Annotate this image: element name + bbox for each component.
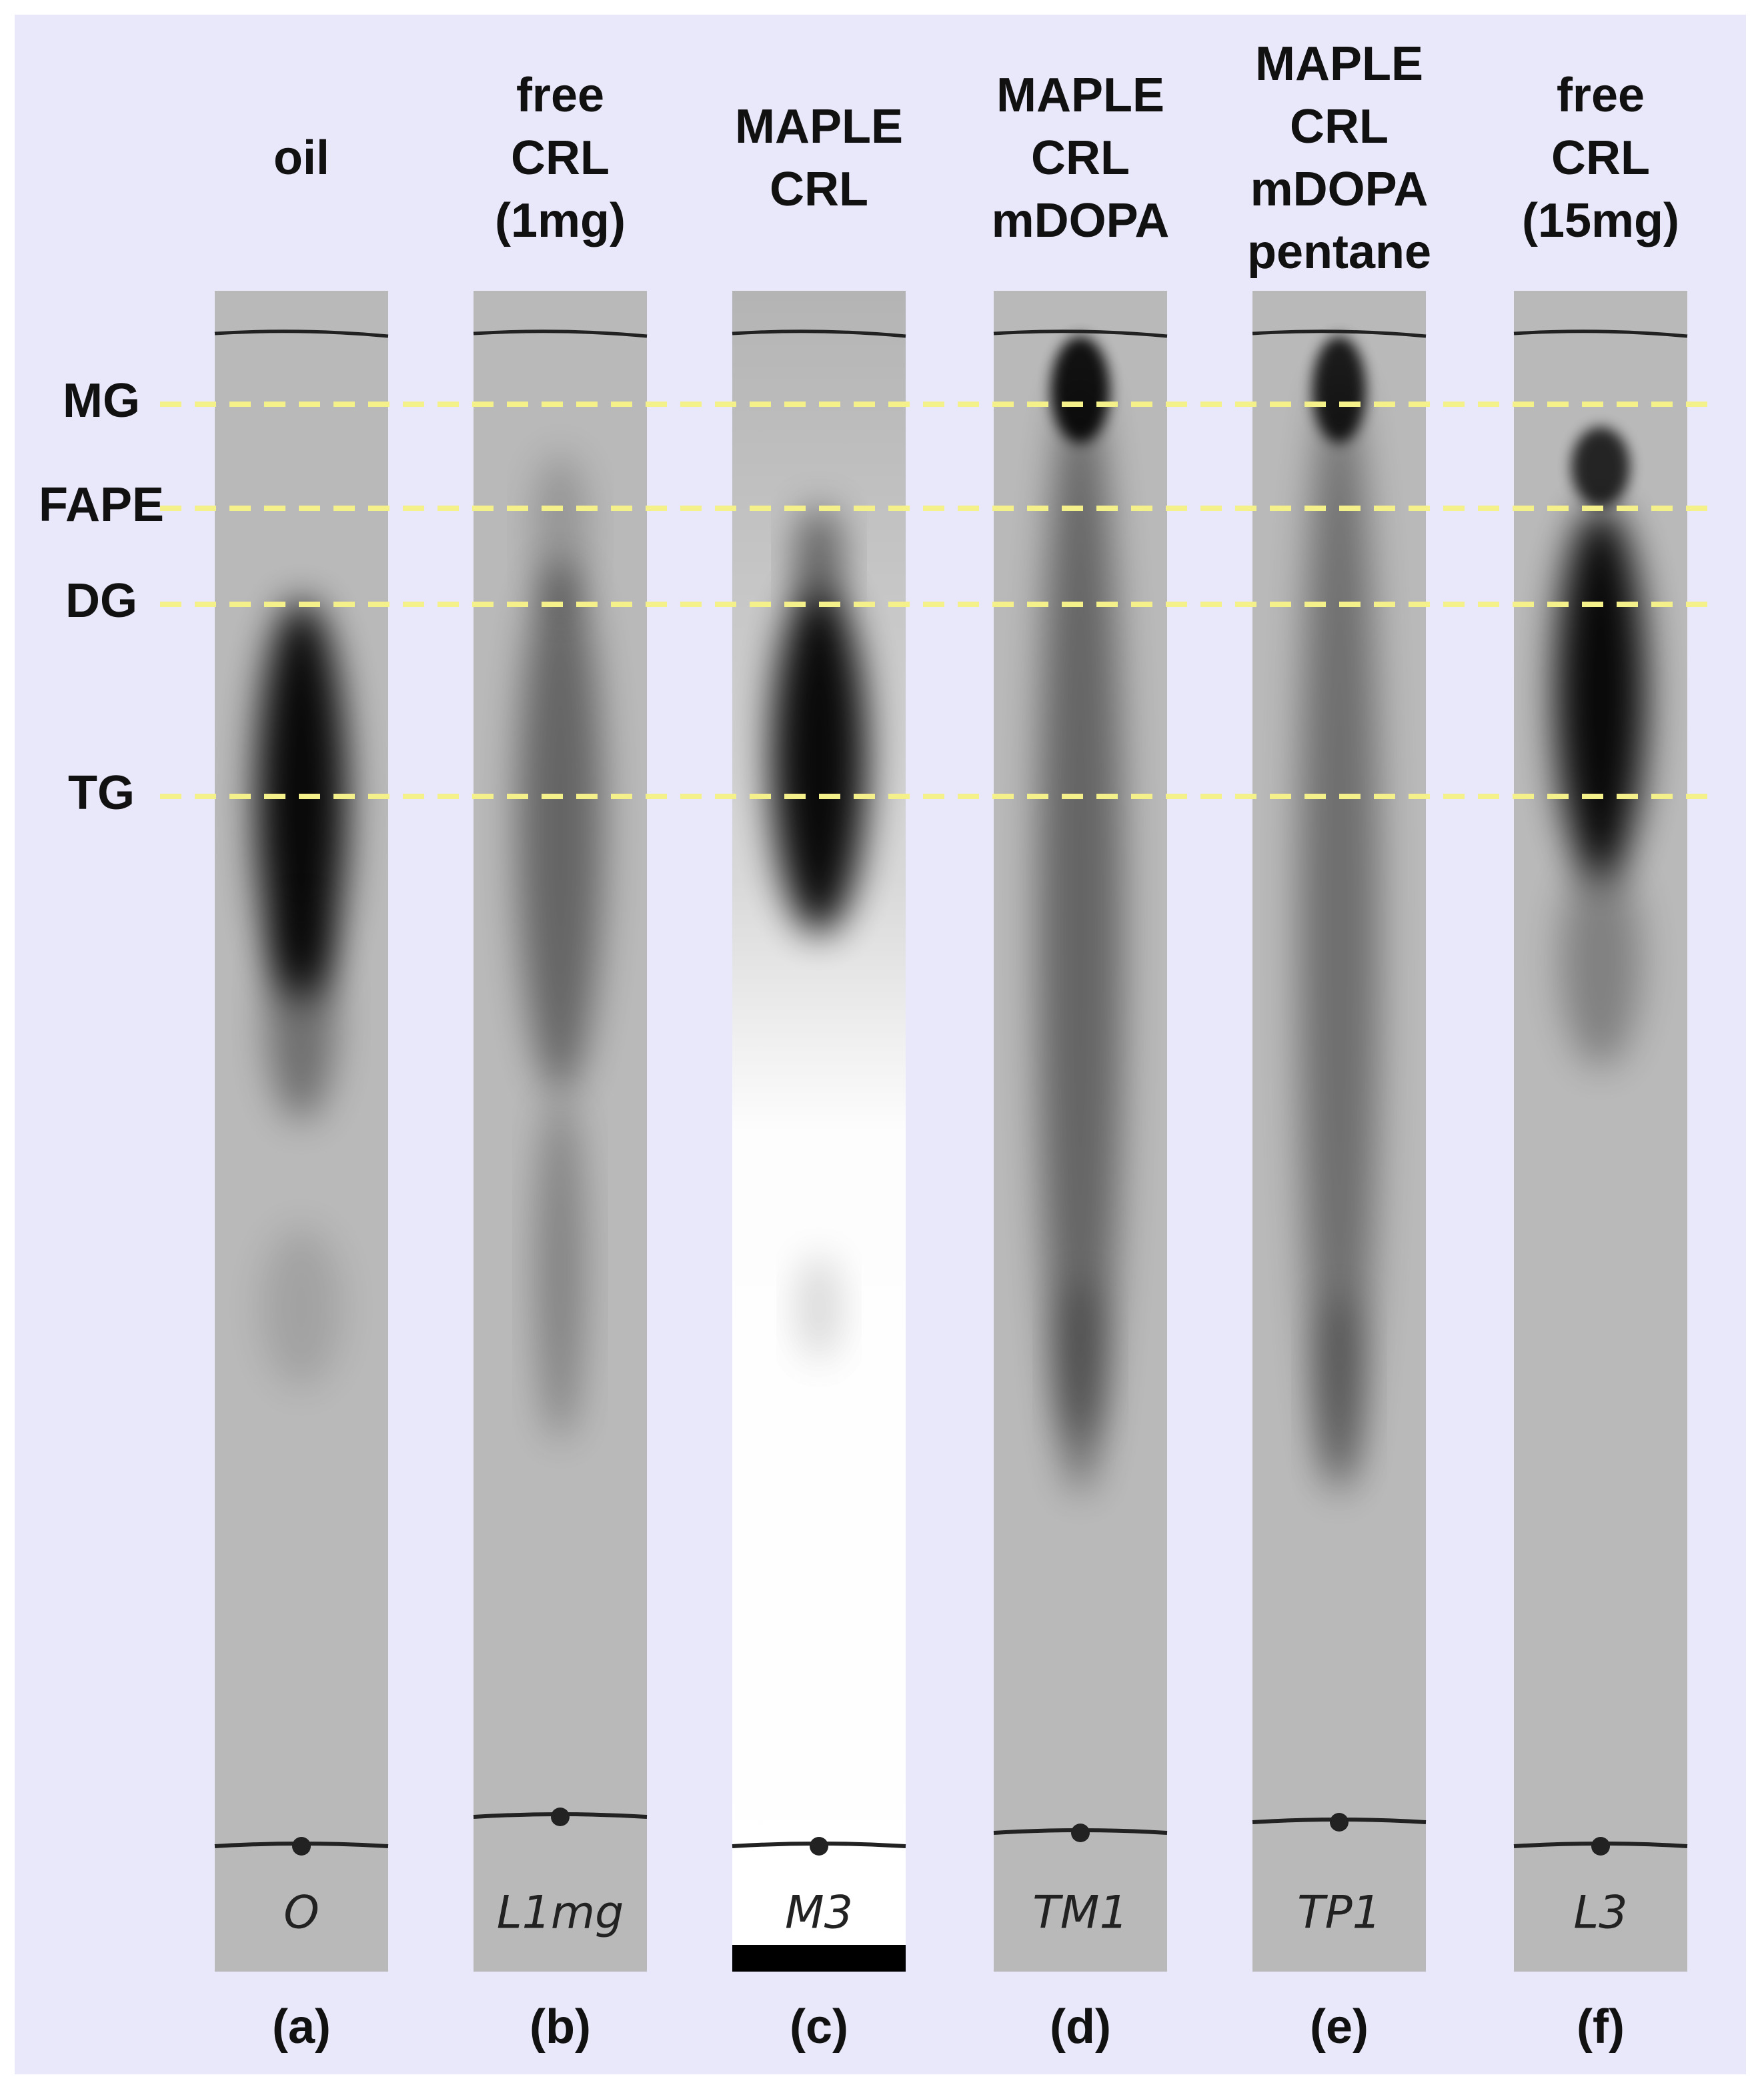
spot xyxy=(261,1227,341,1387)
lane-label: MAPLE xyxy=(996,69,1164,122)
solvent-front xyxy=(993,329,1168,338)
spot xyxy=(1056,1281,1104,1441)
spots xyxy=(256,600,347,1387)
lane: TM1 MAPLE CRL mDOPA (d) xyxy=(992,69,1170,2054)
spot xyxy=(536,1094,584,1441)
solvent-front xyxy=(1513,329,1688,338)
lane-label: CRL xyxy=(1031,131,1130,185)
plate-mark: TP1 xyxy=(1297,1887,1381,1940)
lane-label: mDOPA xyxy=(992,194,1170,247)
plate xyxy=(215,291,388,1972)
origin-spot xyxy=(292,1837,311,1856)
band-label: DG xyxy=(65,574,137,628)
band-label: TG xyxy=(68,766,135,820)
lane-letter: (a) xyxy=(272,2000,331,2054)
plate-mark: L3 xyxy=(1573,1887,1627,1940)
lane-label: free xyxy=(516,69,604,122)
lane-label: (15mg) xyxy=(1522,194,1679,247)
spots xyxy=(518,454,603,1441)
plate-mark: M3 xyxy=(785,1887,853,1940)
spot xyxy=(267,907,336,1121)
solvent-front xyxy=(1252,329,1427,338)
spot xyxy=(1038,374,1123,1494)
origin-spot xyxy=(551,1808,570,1826)
origin-spot xyxy=(1071,1824,1090,1842)
lane-label: CRL xyxy=(1551,131,1650,185)
spots xyxy=(1038,336,1123,1494)
spot xyxy=(1571,427,1630,507)
plate-mark: TM1 xyxy=(1032,1887,1128,1940)
lane-letter: (c) xyxy=(790,2000,848,2054)
lane-letter: (b) xyxy=(530,2000,591,2054)
lane-letter: (f) xyxy=(1577,2000,1625,2054)
lane: L1mg free CRL (1mg) (b) xyxy=(473,69,648,2054)
spot xyxy=(518,560,603,1094)
plate-mark: L1mg xyxy=(497,1887,624,1940)
lane-label: CRL xyxy=(770,163,868,216)
lane-label: pentane xyxy=(1247,225,1431,279)
spot xyxy=(1315,1294,1363,1481)
origin-spot xyxy=(1591,1837,1610,1856)
lane-letter: (d) xyxy=(1050,2000,1111,2054)
lane: L3 free CRL (15mg) (f) xyxy=(1513,69,1688,2054)
plate-mark: O xyxy=(283,1887,319,1940)
lane-label: oil xyxy=(273,131,329,185)
spot xyxy=(1299,374,1379,1494)
lane-letter: (e) xyxy=(1310,2000,1369,2054)
spot xyxy=(795,507,843,614)
lane-label: MAPLE xyxy=(1255,37,1423,91)
solvent-front xyxy=(732,329,906,338)
origin-spot xyxy=(810,1837,828,1856)
lane: TP1 MAPLE CRL mDOPA pentane (e) xyxy=(1247,37,1431,2054)
lane-label: (1mg) xyxy=(495,194,626,247)
lane: M3 MAPLE CRL (c) xyxy=(732,100,906,2054)
spot xyxy=(798,1254,840,1361)
band-label: MG xyxy=(63,374,140,428)
lane-label: CRL xyxy=(1290,100,1389,153)
spot xyxy=(1561,854,1641,1067)
spot xyxy=(534,454,587,614)
bands: MG FAPE DG TG xyxy=(39,374,1721,820)
spot xyxy=(771,587,867,934)
plate-edge xyxy=(732,1945,906,1972)
lane-label: CRL xyxy=(511,131,610,185)
spots xyxy=(1299,336,1379,1494)
spots xyxy=(771,507,867,1361)
lane-label: free xyxy=(1557,69,1645,122)
solvent-front xyxy=(214,329,389,338)
origin-spot xyxy=(1330,1813,1349,1832)
band-label: FAPE xyxy=(39,478,164,532)
lane-label: mDOPA xyxy=(1250,163,1429,216)
solvent-front xyxy=(473,329,648,338)
lane-label: MAPLE xyxy=(735,100,903,153)
spots xyxy=(1555,427,1646,1067)
spot xyxy=(256,600,347,1000)
spot xyxy=(1555,507,1646,880)
